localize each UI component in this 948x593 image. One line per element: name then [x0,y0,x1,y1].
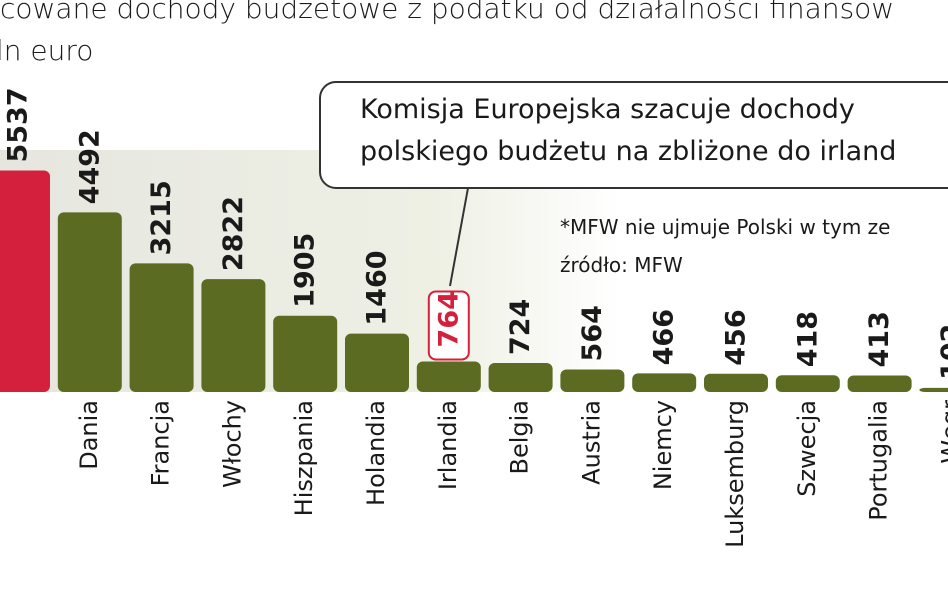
x-tick-label: Francja [147,400,175,486]
value-label: 418 [792,311,823,367]
value-label: 724 [505,299,536,355]
value-label: 413 [864,311,895,367]
x-tick-label: Hiszpania [290,400,318,516]
value-label: 102 [936,324,948,380]
bar [488,363,553,392]
value-label: 564 [577,305,608,361]
value-label: 1460 [362,250,393,325]
value-label: 3215 [146,180,177,255]
value-label: 456 [721,309,752,365]
x-tick-label: Szwecja [793,400,821,497]
footnote: *MFW nie ujmuje Polski w tym ze [560,215,891,239]
annotation-pointer [449,187,469,287]
value-label-box [427,290,470,361]
value-label: 2822 [218,196,249,271]
x-tick-label: Niemcy [649,400,677,490]
value-label: 1905 [290,233,321,308]
bar [57,212,122,392]
x-tick-label: Austria [577,400,605,485]
bar [416,361,481,392]
annotation-box [319,81,948,189]
chart-subtitle: ln euro [0,34,93,67]
bar [345,333,409,392]
annotation-text: polskiego budżetu na zbliżone do irland [360,136,896,167]
x-tick-label: Holandia [362,400,390,506]
x-tick-label: Węgr [936,400,948,464]
annotation-text: Komisja Europejska szacuje dochody [360,94,855,125]
bar [632,373,697,392]
x-tick-label: Włochy [218,400,246,488]
bar [847,375,912,392]
x-tick-label: Dania [75,400,103,470]
bar [775,375,840,392]
source: źródło: MFW [560,253,683,277]
bar [201,279,266,392]
x-tick-label: Belgia [506,400,534,475]
bar [704,373,768,392]
value-label: 5537 [3,87,34,162]
value-label: 4492 [74,129,105,204]
value-label: 466 [649,309,680,365]
x-tick-label: Portugalia [865,400,893,521]
bar [560,369,625,392]
bar [273,315,338,392]
bar [919,387,948,392]
x-tick-label: Luksemburg [721,400,749,548]
value-label: 764 [433,291,464,347]
bar [129,263,194,392]
chart-title: cowane dochody budżetowe z podatku od dz… [0,0,894,25]
x-tick-label: Irlandia [434,400,462,490]
bar [0,170,50,392]
